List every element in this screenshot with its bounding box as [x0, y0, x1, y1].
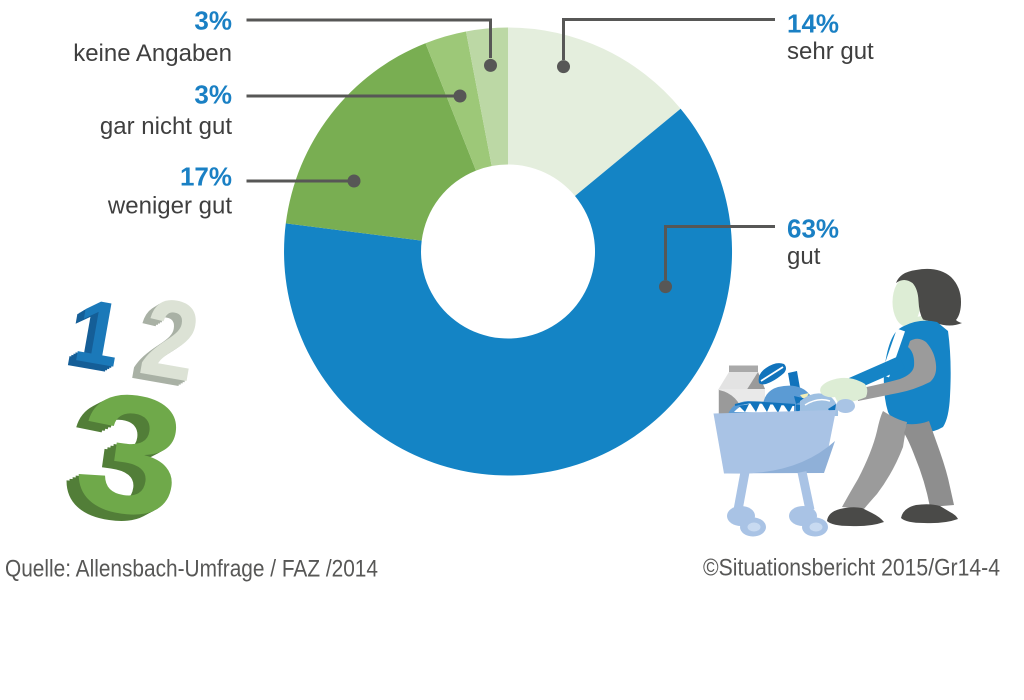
svg-text:14%: 14% [787, 8, 839, 38]
svg-text:3: 3 [56, 359, 186, 559]
svg-text:3: 3 [65, 354, 195, 554]
svg-text:63%: 63% [787, 213, 839, 243]
svg-text:gar nicht gut: gar nicht gut [100, 113, 232, 140]
svg-text:weniger gut: weniger gut [107, 193, 232, 220]
svg-text:17%: 17% [180, 162, 232, 192]
svg-text:keine Angaben: keine Angaben [73, 40, 232, 67]
svg-text:3: 3 [53, 361, 183, 561]
svg-text:gut: gut [787, 243, 821, 270]
svg-text:3: 3 [62, 356, 192, 556]
svg-text:Quelle: Allensbach-Umfrage / F: Quelle: Allensbach-Umfrage / FAZ /2014 [5, 556, 378, 583]
svg-text:3%: 3% [194, 80, 232, 110]
svg-text:sehr gut: sehr gut [787, 38, 874, 65]
svg-text:3%: 3% [194, 6, 232, 36]
svg-text:3: 3 [59, 358, 189, 558]
svg-text:©Situationsbericht 2015/Gr14-4: ©Situationsbericht 2015/Gr14-4 [703, 555, 1000, 582]
